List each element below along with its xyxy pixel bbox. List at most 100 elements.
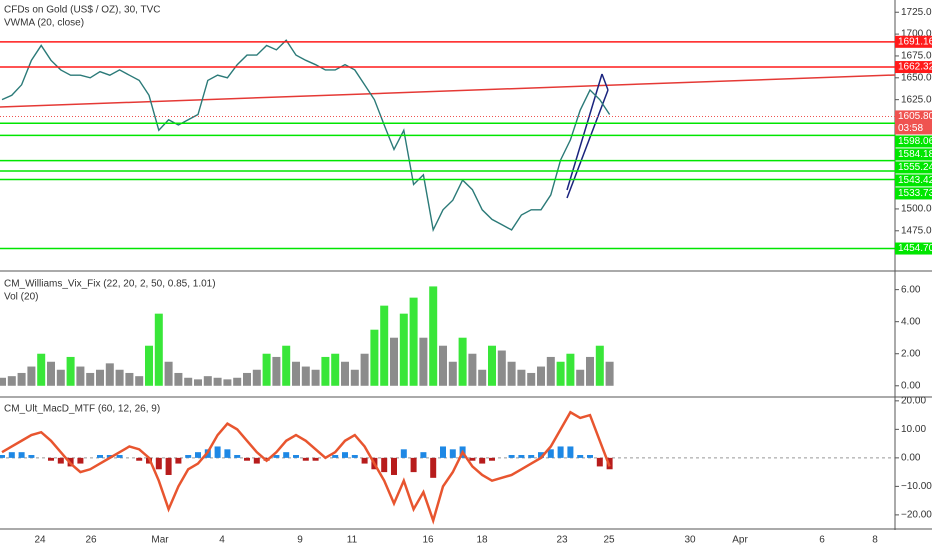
vix-bar: [595, 345, 604, 386]
histogram-bar: [155, 457, 162, 470]
histogram-bar: [449, 449, 456, 458]
vix-bar: [76, 366, 85, 386]
histogram-bar: [489, 457, 495, 461]
x-tick-label: 23: [556, 535, 568, 546]
indicator-title: CM_Ult_MacD_MTF (60, 12, 26, 9): [4, 404, 160, 415]
y-tick-label: 1725.00: [901, 7, 932, 18]
vix-bar: [115, 369, 124, 386]
trend-line: [0, 74, 896, 108]
vix-bar: [360, 353, 369, 386]
y-tick-label: 1500.00: [901, 204, 932, 215]
vix-bar: [66, 356, 75, 386]
vix-bar: [576, 369, 585, 386]
vix-bar: [164, 361, 173, 386]
x-tick-label: 16: [422, 535, 434, 546]
vix-bar: [292, 361, 300, 386]
indicator-title: VWMA (20, close): [4, 18, 84, 29]
histogram-bar: [528, 455, 535, 458]
vix-bar: [7, 376, 16, 386]
x-tick-label: 6: [819, 535, 825, 546]
y-tick-label: −20.00: [901, 510, 932, 521]
histogram-bar: [430, 457, 437, 478]
vix-bar: [419, 337, 428, 386]
indicator-title: Vol (20): [4, 292, 38, 303]
histogram-bar: [479, 457, 486, 464]
vix-bar: [203, 376, 212, 386]
vix-bar: [429, 286, 438, 386]
histogram-bar: [77, 457, 84, 464]
x-tick-label: 4: [219, 535, 225, 546]
vix-bar: [252, 369, 261, 386]
histogram-bar: [391, 457, 397, 475]
x-tick-label: 11: [347, 535, 358, 546]
countdown-label: 03:58: [898, 123, 923, 134]
histogram-bar: [234, 455, 241, 458]
histogram-bar: [224, 449, 231, 458]
vix-bar: [478, 369, 487, 386]
vix-bar: [556, 361, 565, 386]
histogram-bar: [420, 452, 427, 458]
vix-bar: [301, 366, 310, 386]
price-tag-label: 1598.06: [898, 136, 932, 147]
histogram-bar: [57, 457, 64, 464]
vix-bar: [439, 345, 447, 386]
y-tick-label: 2.00: [901, 348, 921, 359]
vix-bar: [507, 361, 516, 386]
price-tag: [895, 135, 932, 148]
vix-bar: [586, 356, 594, 386]
y-tick-label: 1625.00: [901, 94, 932, 105]
histogram-bar: [116, 455, 123, 458]
x-tick-label: Mar: [151, 535, 169, 546]
indicator-title: CM_Williams_Vix_Fix (22, 20, 2, 50, 0.85…: [4, 279, 216, 290]
x-tick-label: 25: [603, 535, 615, 546]
histogram-bar: [302, 457, 309, 461]
price-tag: [895, 148, 932, 161]
histogram-bar: [400, 449, 407, 458]
price-tag: [895, 161, 932, 174]
y-tick-label: 10.00: [901, 424, 926, 435]
histogram-bar: [185, 455, 192, 458]
histogram-bar: [577, 455, 584, 458]
price-tag-label: 1584.18: [898, 149, 932, 160]
x-tick-label: 9: [297, 535, 303, 546]
x-tick-label: 24: [34, 535, 46, 546]
vix-bar: [223, 379, 232, 386]
vix-bar: [174, 372, 183, 386]
histogram-bar: [312, 457, 319, 461]
vix-bar: [0, 377, 6, 386]
vix-bar: [135, 376, 144, 386]
histogram-bar: [28, 455, 35, 458]
vix-bar: [86, 372, 95, 386]
histogram-bar: [557, 446, 564, 458]
price-tag-label: 1555.24: [898, 162, 932, 173]
price-tag: [895, 35, 932, 48]
vix-bar: [331, 353, 340, 386]
vix-bar: [311, 369, 320, 386]
histogram-bar: [381, 457, 388, 473]
vix-bar: [605, 361, 614, 386]
vix-bar: [56, 369, 65, 386]
vix-bar: [145, 345, 153, 386]
y-tick-label: −10.00: [901, 481, 932, 492]
vix-bar: [537, 366, 545, 386]
y-tick-label: 1650.00: [901, 72, 932, 83]
vix-bar: [468, 353, 477, 386]
histogram-bar: [351, 455, 358, 458]
histogram-bar: [538, 452, 544, 458]
price-tag-label: 1533.73: [898, 188, 932, 199]
price-line: [1, 39, 611, 233]
vix-bar: [17, 372, 26, 386]
x-tick-label: Apr: [732, 535, 748, 546]
vix-bar: [341, 361, 349, 386]
y-tick-label: 4.00: [901, 316, 921, 327]
histogram-bar: [253, 457, 260, 464]
y-tick-label: 6.00: [901, 284, 921, 295]
histogram-bar: [18, 452, 25, 458]
price-tag: [895, 61, 932, 74]
vix-bar: [282, 345, 291, 386]
histogram-bar: [214, 446, 221, 458]
price-tag-label: 1454.70: [898, 243, 932, 254]
vix-bar: [262, 353, 271, 386]
x-tick-label: 26: [85, 535, 97, 546]
